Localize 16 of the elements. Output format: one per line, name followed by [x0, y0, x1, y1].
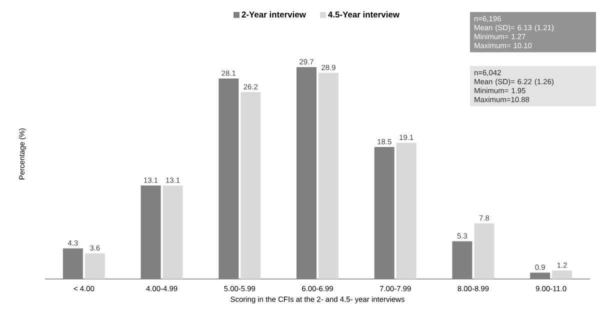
- bar: [530, 272, 550, 279]
- bar: [140, 186, 161, 279]
- bar: [162, 186, 183, 279]
- bar: [240, 92, 261, 279]
- legend-label: 2-Year interview: [242, 11, 306, 18]
- bar: [474, 223, 494, 279]
- legend-label: 4.5-Year interview: [328, 11, 400, 18]
- bar: [396, 142, 416, 279]
- bar: [62, 248, 83, 279]
- bar: [84, 253, 105, 279]
- bar: [452, 241, 472, 279]
- bar: [218, 78, 239, 279]
- bar: [318, 72, 338, 279]
- bar: [552, 270, 572, 279]
- bar: [374, 147, 394, 279]
- bar: [296, 67, 317, 279]
